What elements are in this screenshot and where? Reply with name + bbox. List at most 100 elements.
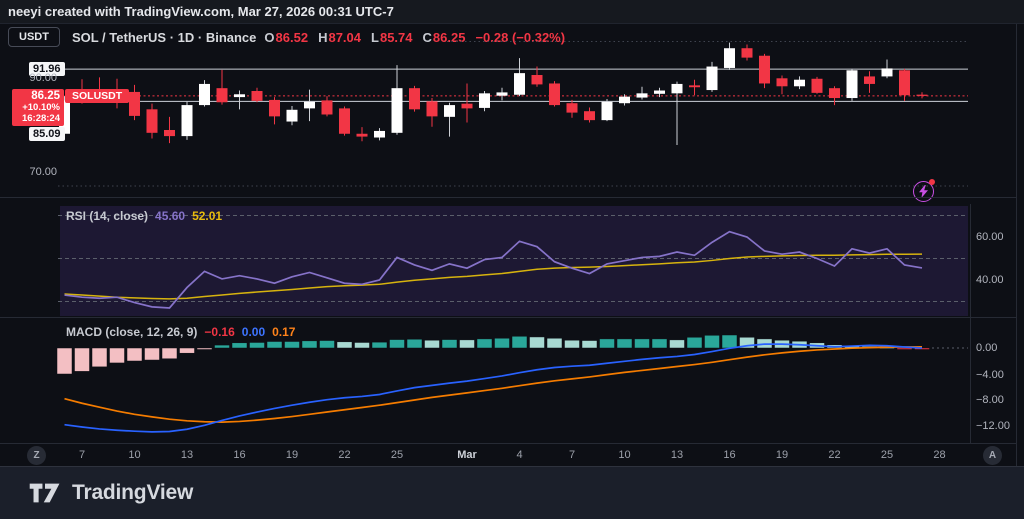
candle-body — [776, 78, 788, 87]
macd-axis-tick-neg12: −12.00 — [976, 420, 1010, 432]
x-axis-label: 7 — [568, 449, 576, 461]
macd-hist-bar — [74, 347, 90, 372]
candle-body — [601, 101, 613, 121]
candle-body — [514, 73, 525, 95]
rsi-axis-tick-40: 40.00 — [976, 274, 1004, 286]
low-label: L — [371, 29, 379, 45]
pane-separator-rsi-macd[interactable] — [0, 317, 1017, 318]
time-axis[interactable]: 7 10 13 16 19 22 25 Mar 4 7 10 13 16 19 22 25 28 — [0, 449, 1017, 465]
candle-body — [549, 83, 560, 106]
candle-body — [864, 76, 875, 84]
macd-title: MACD (close, 12, 26, 9) — [66, 325, 198, 339]
price-line-label-low[interactable]: 85.09 — [29, 127, 65, 141]
tradingview-logo-text[interactable]: TradingView — [72, 481, 194, 504]
open-label: O — [264, 29, 275, 45]
macd-signal-value: 0.17 — [272, 325, 296, 339]
macd-hist-bar — [581, 340, 598, 349]
rsi-legend[interactable]: RSI (14, close) 45.60 52.01 — [66, 209, 222, 223]
candle-body — [829, 88, 840, 99]
candle-body — [216, 88, 228, 103]
macd-hist-bar — [161, 347, 178, 359]
macd-legend[interactable]: MACD (close, 12, 26, 9) −0.16 0.00 0.17 — [66, 325, 295, 339]
candle-body — [461, 103, 473, 109]
symbol-title[interactable]: SOL / TetherUS · 1D · Binance — [71, 29, 257, 45]
attribution-bar: neeyi created with TradingView.com, Mar … — [0, 0, 1024, 24]
candle-body — [724, 48, 735, 68]
candle-body — [916, 94, 928, 96]
macd-hist-bar — [476, 338, 493, 349]
candle-body — [339, 108, 350, 134]
macd-hist-bar — [301, 340, 318, 349]
candle-body — [269, 99, 280, 117]
candle-body — [251, 90, 263, 101]
x-axis-label: 13 — [180, 449, 194, 461]
close-value: 86.25 — [432, 29, 466, 45]
right-edge-border — [1016, 24, 1017, 466]
macd-line — [64, 343, 923, 433]
x-axis-label: 28 — [933, 449, 946, 461]
macd-hist-bar — [196, 347, 213, 350]
candle-body — [181, 105, 193, 137]
macd-hist-bar — [739, 337, 755, 349]
footer: TradingView — [0, 466, 1024, 519]
candle-body — [321, 100, 333, 115]
bar-countdown: 16:28:24 — [21, 113, 60, 124]
macd-hist-bar — [56, 347, 73, 375]
currency-toggle-button[interactable]: USDT — [8, 27, 60, 47]
candle-body — [846, 70, 858, 99]
symbol-tag[interactable]: SOLUSDT — [65, 88, 130, 103]
candle-body — [706, 66, 718, 91]
candle-body — [409, 88, 420, 110]
candle-body — [479, 93, 490, 108]
candle-body — [759, 55, 770, 84]
x-axis-label: Mar — [457, 449, 477, 461]
price-line-label-high[interactable]: 91.96 — [29, 62, 65, 76]
macd-hist-bar — [319, 340, 335, 349]
macd-hist-bar — [231, 342, 248, 349]
price-axis-tick-90: 90.00 — [29, 72, 57, 84]
macd-hist-bar — [214, 344, 230, 349]
high-value: 87.04 — [328, 29, 362, 45]
lightning-alert-button[interactable] — [913, 181, 934, 202]
x-axis-label: 10 — [128, 449, 141, 461]
macd-axis-tick-0: 0.00 — [976, 342, 998, 354]
candle-body — [426, 101, 438, 117]
rsi-pane-background — [60, 206, 968, 316]
zoom-hint-a[interactable]: A — [983, 446, 1002, 465]
macd-hist-bar — [546, 338, 563, 349]
candle-body — [304, 101, 315, 109]
macd-hist-bar — [109, 347, 125, 364]
macd-hist-bar — [686, 337, 703, 349]
x-axis-label: 7 — [78, 449, 86, 461]
macd-hist-bar — [494, 338, 510, 349]
x-axis-label: 25 — [390, 449, 404, 461]
x-axis-label: 16 — [233, 449, 246, 461]
macd-hist-bar — [896, 347, 913, 350]
x-axis-label: 25 — [880, 449, 894, 461]
last-price-badge[interactable]: 86.25 +10.10% 16:28:24 — [12, 89, 64, 126]
candle-body — [741, 48, 753, 58]
macd-hist-bar — [354, 342, 370, 349]
macd-hist-bar — [704, 335, 720, 349]
ohlc-readout: O 86.52 H 87.04 L 85.74 C 86.25 −0.28 (−0.32… — [264, 30, 565, 45]
candle-body — [286, 109, 298, 122]
tradingview-logo-icon[interactable] — [28, 480, 62, 506]
attribution-text: neeyi created with TradingView.com, Mar … — [8, 4, 394, 19]
pane-separator-price-rsi[interactable] — [0, 197, 1017, 198]
indicator-axis-border[interactable] — [970, 204, 971, 443]
macd-hist-bar — [669, 339, 685, 349]
candle-body — [899, 70, 910, 96]
macd-axis-tick-neg8: −8.00 — [976, 394, 1004, 406]
x-axis-label: 16 — [723, 449, 736, 461]
last-price-change: +10.10% — [22, 102, 60, 113]
macd-hist-bar — [616, 338, 633, 349]
rsi-line — [64, 230, 923, 309]
x-axis-label: 19 — [775, 449, 789, 461]
macd-hist-bar — [511, 336, 528, 349]
macd-hist-bar — [406, 338, 423, 349]
high-label: H — [318, 29, 328, 45]
macd-hist-bar — [389, 339, 405, 349]
macd-hist-bar — [284, 341, 300, 349]
zoom-hint-z[interactable]: Z — [27, 446, 46, 465]
